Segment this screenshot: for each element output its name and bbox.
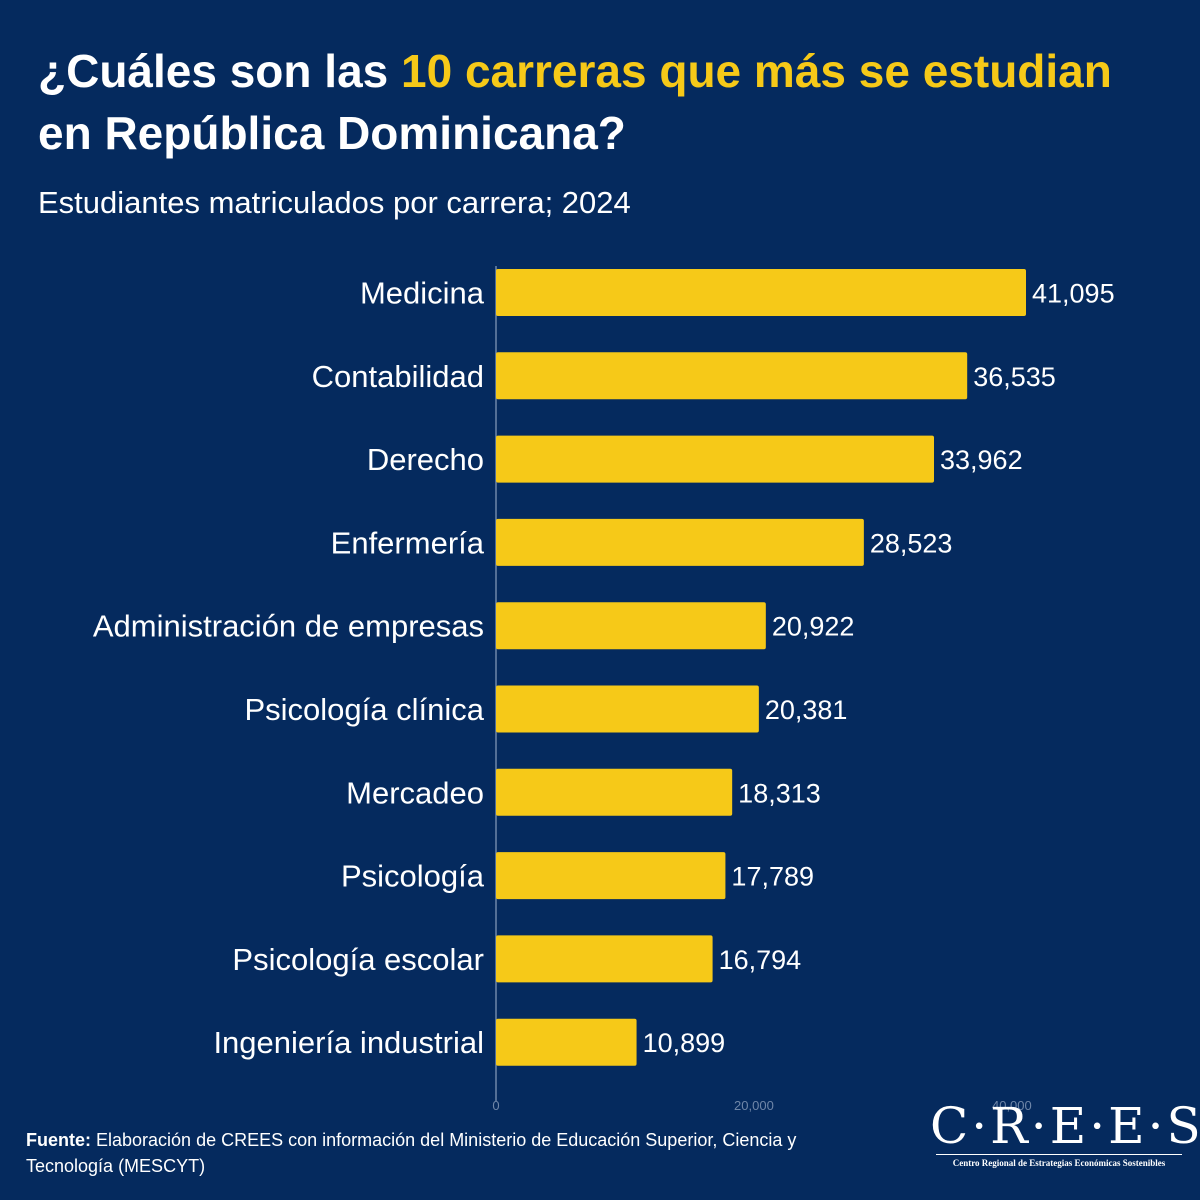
value-label-8: 16,794 xyxy=(719,945,802,975)
bar-6 xyxy=(496,768,733,816)
value-label-4: 20,922 xyxy=(772,612,855,642)
bar-5 xyxy=(496,685,759,733)
category-label-7: Psicología xyxy=(341,859,485,894)
bar-3 xyxy=(496,518,864,566)
chart-subtitle: Estudiantes matriculados por carrera; 20… xyxy=(38,185,631,220)
crees-logo: C·R·E·E·S Centro Regional de Estrategias… xyxy=(930,1097,1200,1172)
value-label-1: 36,535 xyxy=(973,362,1056,392)
bar-2 xyxy=(496,435,935,483)
source-label: Fuente: xyxy=(26,1130,91,1150)
category-label-4: Administración de empresas xyxy=(93,609,484,644)
bar-9 xyxy=(496,1018,637,1066)
bar-0 xyxy=(496,269,1026,316)
x-tick-label-0: 0 xyxy=(492,1098,499,1113)
title-part-2: en República Dominicana? xyxy=(38,107,626,159)
x-tick-label-2: 40,000 xyxy=(992,1098,1032,1113)
category-label-1: Contabilidad xyxy=(312,359,484,394)
title-part-1: ¿Cuáles son las xyxy=(38,45,402,97)
category-label-3: Enfermería xyxy=(331,525,485,560)
source-text: Elaboración de CREES con información del… xyxy=(26,1130,797,1176)
title-highlight: 10 carreras que más se estudian xyxy=(401,45,1112,97)
category-label-8: Psicología escolar xyxy=(232,942,484,977)
logo-divider xyxy=(936,1154,1182,1155)
value-label-3: 28,523 xyxy=(870,528,953,558)
bar-4 xyxy=(496,602,766,650)
value-label-6: 18,313 xyxy=(738,778,821,808)
bar-8 xyxy=(496,935,713,983)
value-label-9: 10,899 xyxy=(643,1028,726,1058)
value-label-2: 33,962 xyxy=(940,445,1023,475)
category-label-6: Mercadeo xyxy=(346,775,484,810)
logo-wordmark: C·R·E·E·S xyxy=(930,1097,1200,1155)
chart-title: ¿Cuáles son las 10 carreras que más se e… xyxy=(38,40,1168,164)
source-note: Fuente: Elaboración de CREES con informa… xyxy=(26,1127,886,1179)
x-tick-label-1: 20,000 xyxy=(734,1098,774,1113)
category-label-5: Psicología clínica xyxy=(244,692,484,727)
category-label-0: Medicina xyxy=(360,276,485,311)
value-label-7: 17,789 xyxy=(731,862,814,892)
category-label-9: Ingeniería industrial xyxy=(213,1025,484,1060)
value-label-5: 20,381 xyxy=(765,695,848,725)
bar-1 xyxy=(496,352,968,400)
bar-7 xyxy=(496,852,726,900)
logo-tagline: Centro Regional de Estrategias Económica… xyxy=(952,1158,1166,1168)
category-label-2: Derecho xyxy=(367,442,484,477)
value-label-0: 41,095 xyxy=(1032,279,1115,309)
